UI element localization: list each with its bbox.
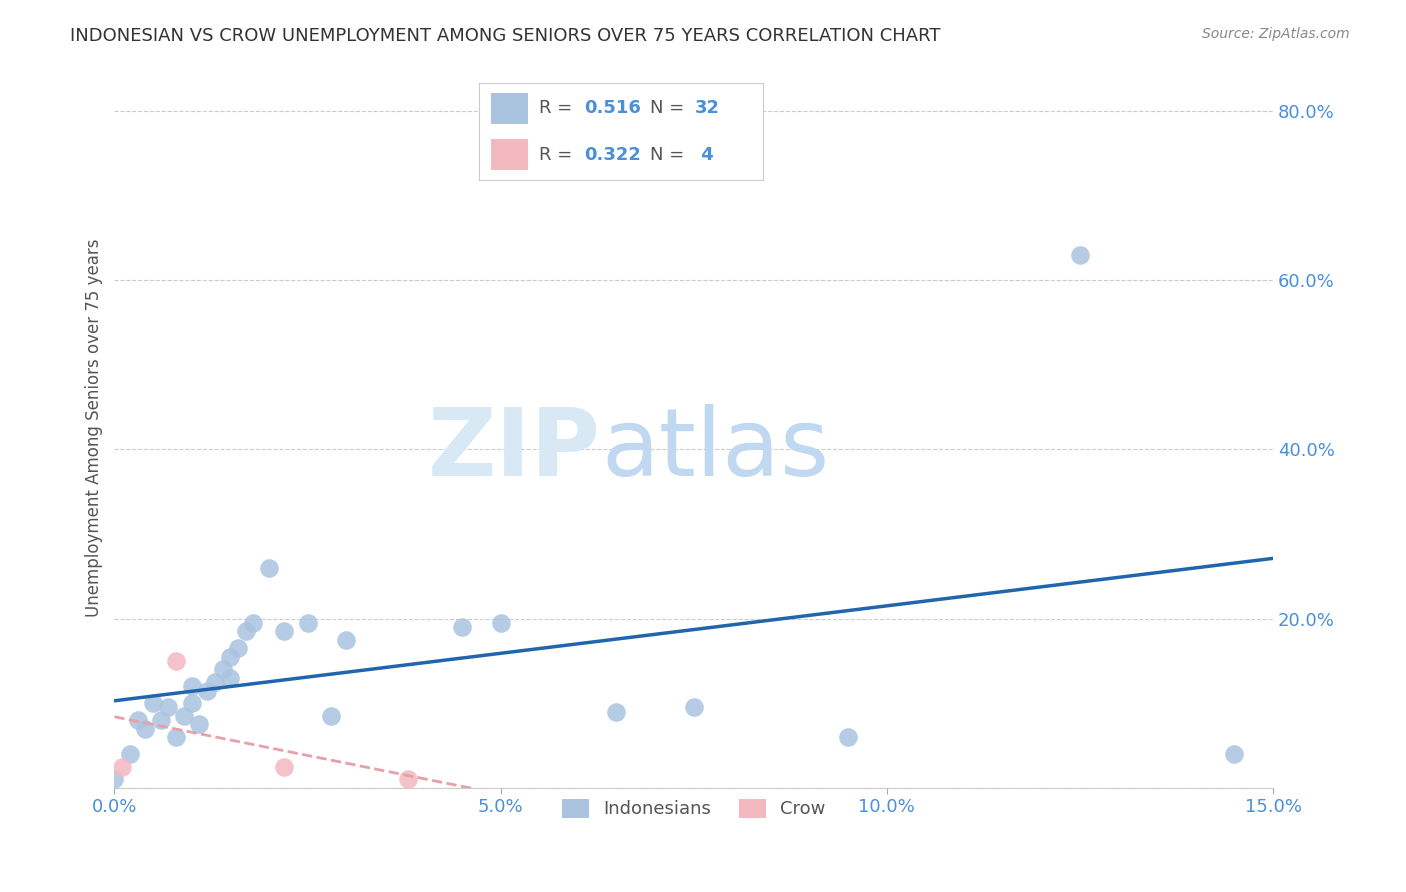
Point	[1069, 248, 1091, 262]
Point	[273, 624, 295, 639]
Point	[103, 772, 125, 787]
Point	[165, 654, 187, 668]
Point	[219, 671, 242, 685]
Point	[396, 772, 419, 787]
Point	[211, 662, 233, 676]
Text: atlas: atlas	[600, 404, 830, 496]
Point	[157, 700, 180, 714]
Point	[180, 679, 202, 693]
Point	[111, 760, 134, 774]
Point	[149, 713, 172, 727]
Point	[242, 615, 264, 630]
Point	[188, 717, 211, 731]
Point	[1223, 747, 1246, 761]
Text: INDONESIAN VS CROW UNEMPLOYMENT AMONG SENIORS OVER 75 YEARS CORRELATION CHART: INDONESIAN VS CROW UNEMPLOYMENT AMONG SE…	[70, 27, 941, 45]
Point	[226, 641, 249, 656]
Point	[451, 620, 474, 634]
Point	[297, 615, 319, 630]
Point	[134, 722, 156, 736]
Point	[319, 709, 342, 723]
Point	[235, 624, 257, 639]
Point	[118, 747, 141, 761]
Text: ZIP: ZIP	[429, 404, 600, 496]
Point	[489, 615, 512, 630]
Point	[273, 760, 295, 774]
Legend: Indonesians, Crow: Indonesians, Crow	[555, 792, 832, 826]
Point	[195, 683, 218, 698]
Point	[605, 705, 627, 719]
Point	[180, 696, 202, 710]
Point	[682, 700, 704, 714]
Text: Source: ZipAtlas.com: Source: ZipAtlas.com	[1202, 27, 1350, 41]
Point	[204, 675, 226, 690]
Point	[142, 696, 165, 710]
Point	[335, 632, 357, 647]
Point	[165, 730, 187, 744]
Y-axis label: Unemployment Among Seniors over 75 years: Unemployment Among Seniors over 75 years	[86, 239, 103, 617]
Point	[173, 709, 195, 723]
Point	[127, 713, 149, 727]
Point	[219, 649, 242, 664]
Point	[257, 561, 280, 575]
Point	[837, 730, 859, 744]
